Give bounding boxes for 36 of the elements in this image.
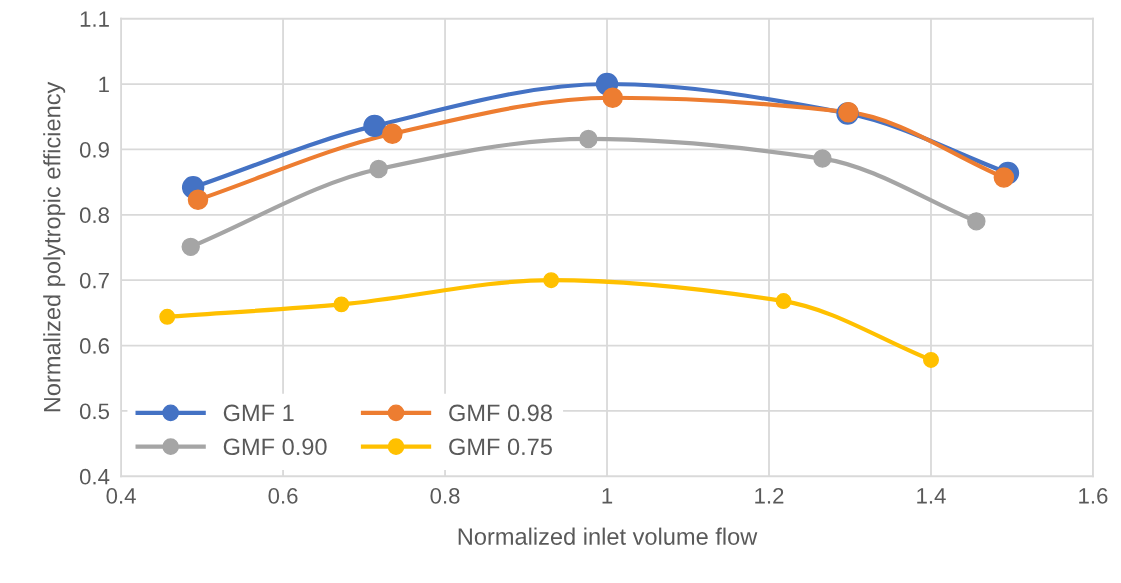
y-tick-label: 0.9 [79, 141, 109, 158]
point [775, 293, 792, 310]
point [369, 159, 388, 179]
y-axis-title: Normalized polytropic efficiency [43, 81, 66, 412]
point [187, 189, 209, 211]
y-tick-label: 0.7 [79, 272, 109, 289]
y-tick-label: 1 [99, 76, 109, 93]
legend-label: GMF 1 [223, 404, 294, 422]
point [543, 272, 560, 289]
point [363, 114, 386, 138]
legend-label: GMF 0.98 [449, 404, 552, 422]
point [333, 296, 350, 313]
x-tick-label: 1.2 [755, 488, 784, 504]
point [923, 351, 939, 368]
legend-label: GMF 0.75 [449, 438, 552, 456]
x-tick-label: 0.4 [106, 488, 136, 504]
x-tick-label: 0.6 [268, 488, 298, 504]
y-tick-label: 0.4 [79, 468, 110, 485]
point [159, 308, 176, 325]
point [602, 87, 623, 109]
x-tick-label: 1.4 [917, 488, 946, 504]
y-tick-label: 1.1 [80, 11, 109, 27]
point [181, 237, 200, 257]
point [382, 123, 403, 144]
point [993, 167, 1015, 188]
point [967, 212, 986, 231]
x-tick-label: 1 [602, 488, 613, 504]
x-tick-label: 1.6 [1079, 488, 1108, 504]
point [813, 149, 832, 168]
y-tick-label: 0.6 [79, 338, 109, 354]
x-tick-label: 0.8 [430, 488, 460, 504]
y-tick-label: 0.5 [79, 403, 110, 420]
y-tick-label: 0.8 [79, 207, 109, 224]
point [579, 129, 598, 149]
legend-label: GMF 0.90 [223, 438, 327, 456]
x-axis-title: Normalized inlet volume flow [458, 527, 758, 545]
